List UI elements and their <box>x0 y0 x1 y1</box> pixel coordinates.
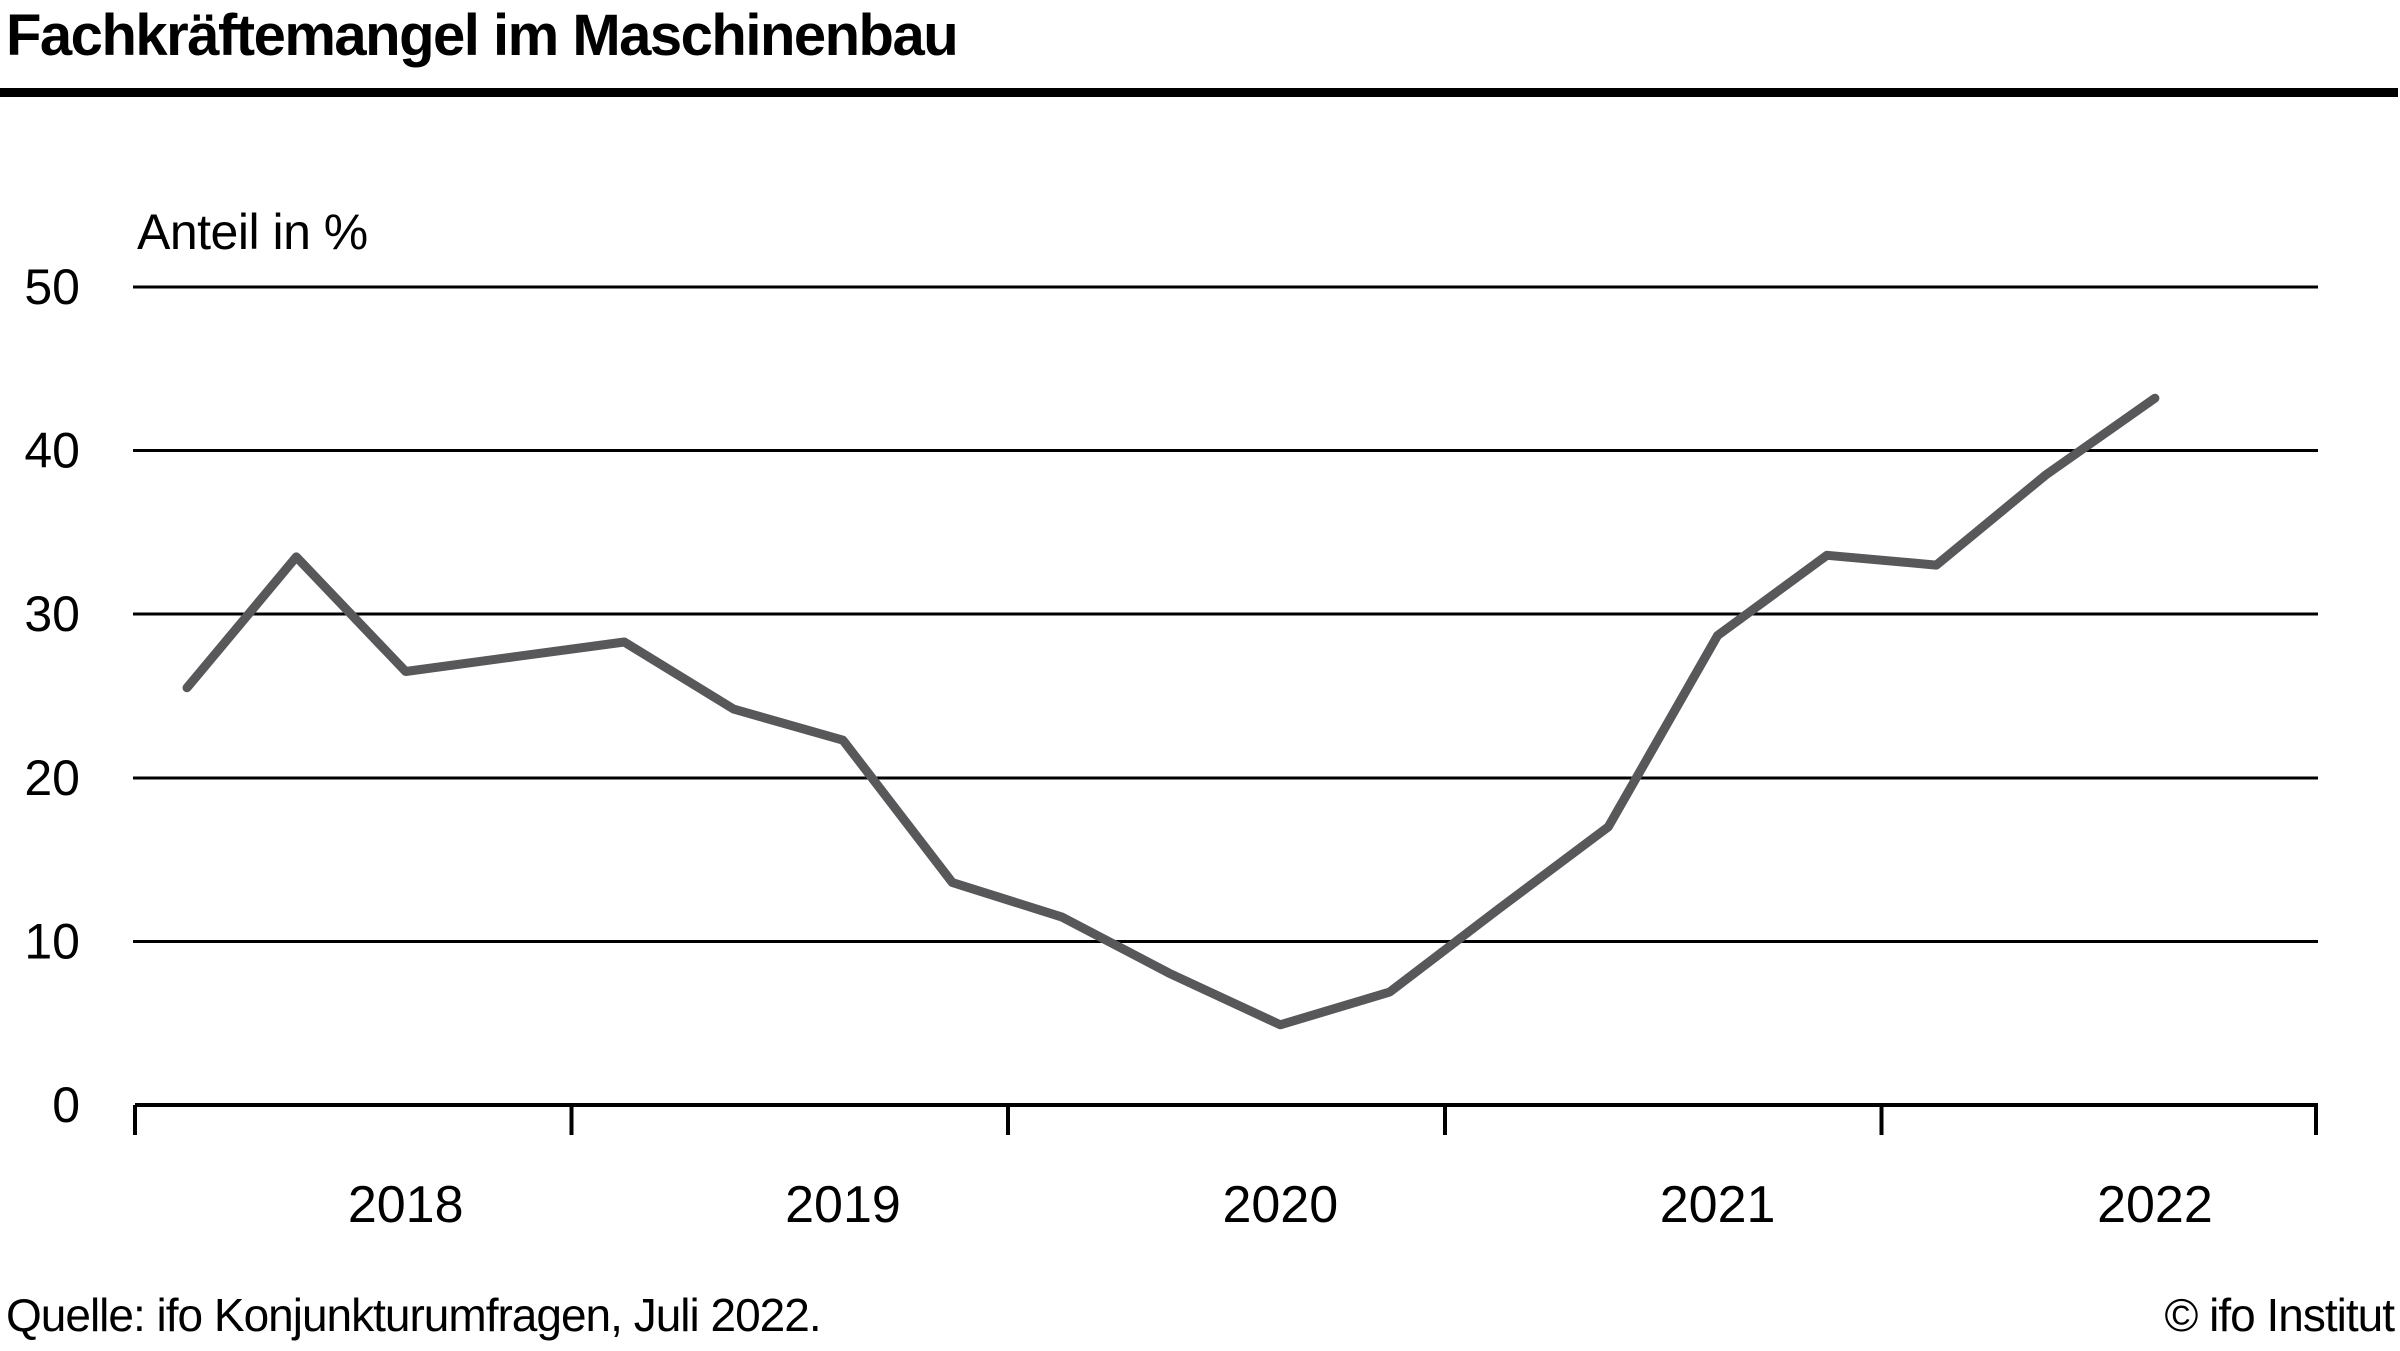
y-tick-label-40: 40 <box>24 423 80 479</box>
copyright-note: © ifo Institut <box>2164 1289 2395 1341</box>
title-rule <box>0 88 2398 97</box>
x-tick-label-2022: 2022 <box>2097 1176 2213 1234</box>
y-axis-title: Anteil in % <box>137 204 368 260</box>
y-tick-label-10: 10 <box>24 913 80 969</box>
y-tick-label-50: 50 <box>24 259 80 315</box>
y-tick-label-20: 20 <box>24 750 80 806</box>
x-tick-label-2021: 2021 <box>1660 1176 1776 1234</box>
source-note: Quelle: ifo Konjunkturumfragen, Juli 202… <box>6 1289 822 1341</box>
x-tick-label-2020: 2020 <box>1222 1176 1338 1234</box>
data-line-fachkraeftemangel <box>182 393 2160 1030</box>
y-tick-label-0: 0 <box>52 1077 80 1133</box>
x-tick-label-2019: 2019 <box>785 1176 901 1234</box>
x-tick-label-2018: 2018 <box>348 1176 464 1234</box>
chart-title: Fachkräftemangel im Maschinenbau <box>6 3 959 68</box>
y-tick-label-30: 30 <box>24 586 80 642</box>
